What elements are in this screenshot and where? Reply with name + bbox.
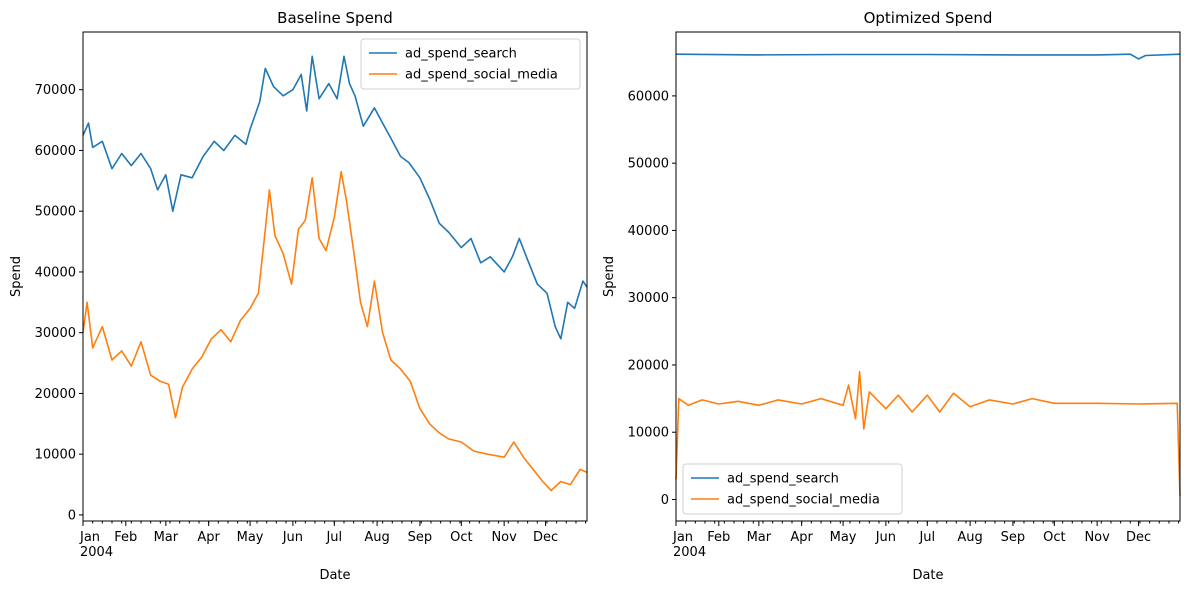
x-tick-label: Sep	[1001, 530, 1026, 545]
y-tick-label: 0	[661, 493, 669, 508]
x-tick-label: Aug	[957, 530, 982, 545]
series-line-ad-spend-search	[82, 55, 588, 340]
y-tick-label: 50000	[35, 205, 76, 220]
x-tick-label: Mar	[747, 530, 772, 545]
x-tick-label: Apr	[197, 530, 220, 545]
chart-title: Optimized Spend	[864, 9, 993, 27]
optimized-spend-panel: Optimized Spend 0 10000 20000 30000 40000 5000…	[602, 9, 1181, 583]
legend: ad_spend_search ad_spend_social_media	[682, 463, 903, 515]
plot-area-frame	[82, 31, 588, 522]
x-tick-label: Oct	[450, 530, 472, 545]
x-tick-label: Nov	[491, 530, 517, 545]
legend: ad_spend_search ad_spend_social_media	[360, 38, 581, 90]
x-tick-label: Jan	[672, 530, 693, 545]
y-tick-label: 0	[68, 508, 76, 523]
plot-area-frame	[675, 31, 1181, 522]
y-tick-label: 30000	[628, 291, 669, 306]
y-axis-label: Spend	[9, 256, 24, 297]
x-tick-label: Feb	[707, 530, 730, 545]
x-tick-label: Oct	[1043, 530, 1065, 545]
legend-box	[360, 38, 581, 90]
series-line-ad-spend-social-media	[82, 170, 588, 492]
legend-label: ad_spend_social_media	[405, 68, 558, 83]
series-line-ad-spend-social-media	[675, 370, 1181, 497]
y-tick-label: 10000	[35, 448, 76, 463]
x-axis-label: Date	[912, 568, 943, 583]
y-tick-label: 20000	[35, 387, 76, 402]
legend-label: ad_spend_social_media	[727, 493, 880, 508]
x-tick-label: Mar	[154, 530, 179, 545]
x-tick-label: Apr	[790, 530, 813, 545]
y-tick-label: 30000	[35, 326, 76, 341]
y-tick-label: 70000	[35, 83, 76, 98]
x-tick-year-label: 2004	[80, 545, 113, 560]
x-tick-label: May	[830, 530, 857, 545]
y-tick-label: 60000	[628, 89, 669, 104]
x-tick-label: May	[237, 530, 264, 545]
x-tick-label: Jan	[79, 530, 100, 545]
x-tick-year-label: 2004	[673, 545, 706, 560]
baseline-spend-panel: Baseline Spend 0 10000 20000 30000 40000 50000…	[9, 9, 588, 583]
x-tick-label: Jun	[282, 530, 303, 545]
x-tick-label: Jul	[918, 530, 935, 545]
y-tick-label: 40000	[35, 265, 76, 280]
series-line-ad-spend-search	[675, 53, 1181, 60]
y-tick-label: 10000	[628, 426, 669, 441]
y-tick-label: 40000	[628, 224, 669, 239]
x-tick-label: Dec	[533, 530, 558, 545]
chart-title: Baseline Spend	[277, 9, 393, 27]
x-tick-label: Jun	[875, 530, 896, 545]
x-tick-label: Dec	[1126, 530, 1151, 545]
y-tick-label: 20000	[628, 358, 669, 373]
x-tick-label: Aug	[364, 530, 389, 545]
x-axis-label: Date	[319, 568, 350, 583]
y-axis-label: Spend	[602, 256, 617, 297]
x-tick-label: Nov	[1084, 530, 1110, 545]
legend-label: ad_spend_search	[727, 472, 839, 487]
y-tick-label: 50000	[628, 157, 669, 172]
x-tick-label: Jul	[325, 530, 342, 545]
x-tick-label: Sep	[408, 530, 433, 545]
legend-label: ad_spend_search	[405, 47, 517, 62]
legend-box	[682, 463, 903, 515]
x-tick-label: Feb	[114, 530, 137, 545]
y-tick-label: 60000	[35, 144, 76, 159]
